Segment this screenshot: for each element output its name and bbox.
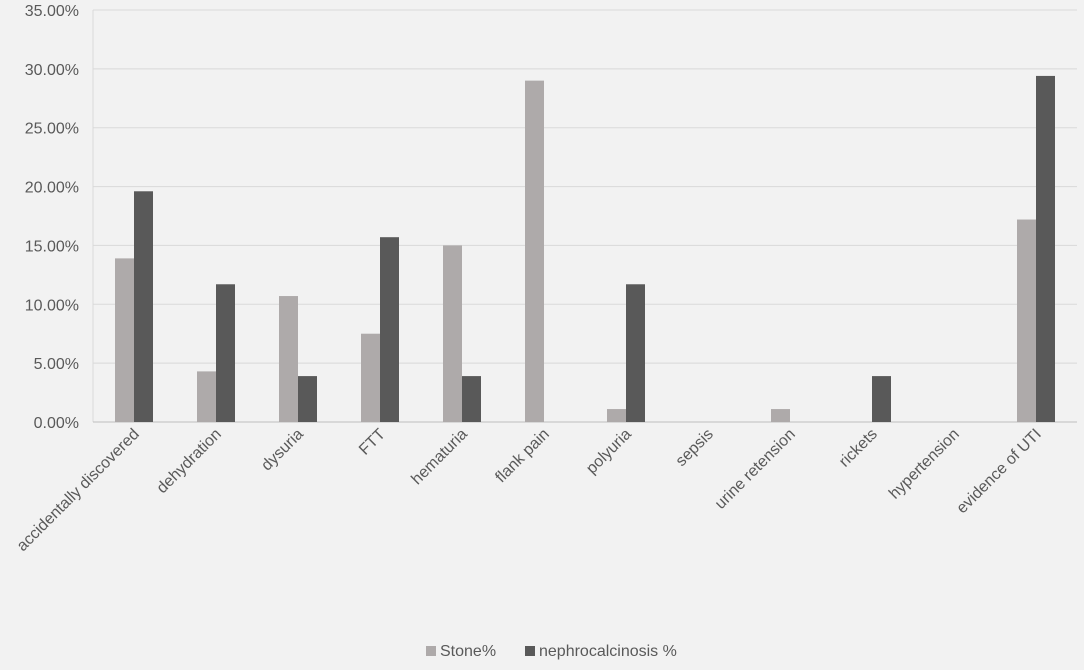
bar-stone xyxy=(525,80,544,422)
bar-stone xyxy=(771,409,790,422)
legend-label: Stone% xyxy=(440,643,496,660)
bar-nephrocalcinosis xyxy=(216,284,235,422)
legend-label: nephrocalcinosis % xyxy=(539,643,677,660)
bar-nephrocalcinosis xyxy=(626,284,645,422)
bar-stone xyxy=(197,371,216,422)
y-tick-label: 5.00% xyxy=(34,356,79,373)
bar-stone xyxy=(607,409,626,422)
bar-nephrocalcinosis xyxy=(380,237,399,422)
bar-stone xyxy=(443,245,462,422)
bar-nephrocalcinosis xyxy=(134,191,153,422)
bar-stone xyxy=(1017,219,1036,422)
legend: Stone% nephrocalcinosis % xyxy=(426,643,677,660)
bar-nephrocalcinosis xyxy=(1036,75,1055,423)
bars xyxy=(115,75,1055,423)
bar-nephrocalcinosis xyxy=(462,376,481,422)
bar-nephrocalcinosis xyxy=(298,376,317,422)
y-tick-label: 20.00% xyxy=(25,180,79,197)
bar-nephrocalcinosis xyxy=(872,376,891,422)
bar-stone xyxy=(279,296,298,422)
y-tick-label: 10.00% xyxy=(25,297,79,314)
legend-swatch xyxy=(426,646,436,656)
y-tick-label: 25.00% xyxy=(25,121,79,138)
bar-stone xyxy=(361,333,380,422)
y-axis-tick-labels: 0.00% 5.00% 10.00% 15.00% 20.00% 25.00% 30.00%… xyxy=(25,3,79,432)
y-tick-label: 35.00% xyxy=(25,3,79,20)
bar-stone xyxy=(115,258,134,422)
gridlines xyxy=(93,9,1077,423)
y-tick-label: 30.00% xyxy=(25,62,79,79)
legend-swatch xyxy=(525,646,535,656)
y-tick-label: 0.00% xyxy=(34,415,79,432)
y-tick-label: 15.00% xyxy=(25,238,79,255)
